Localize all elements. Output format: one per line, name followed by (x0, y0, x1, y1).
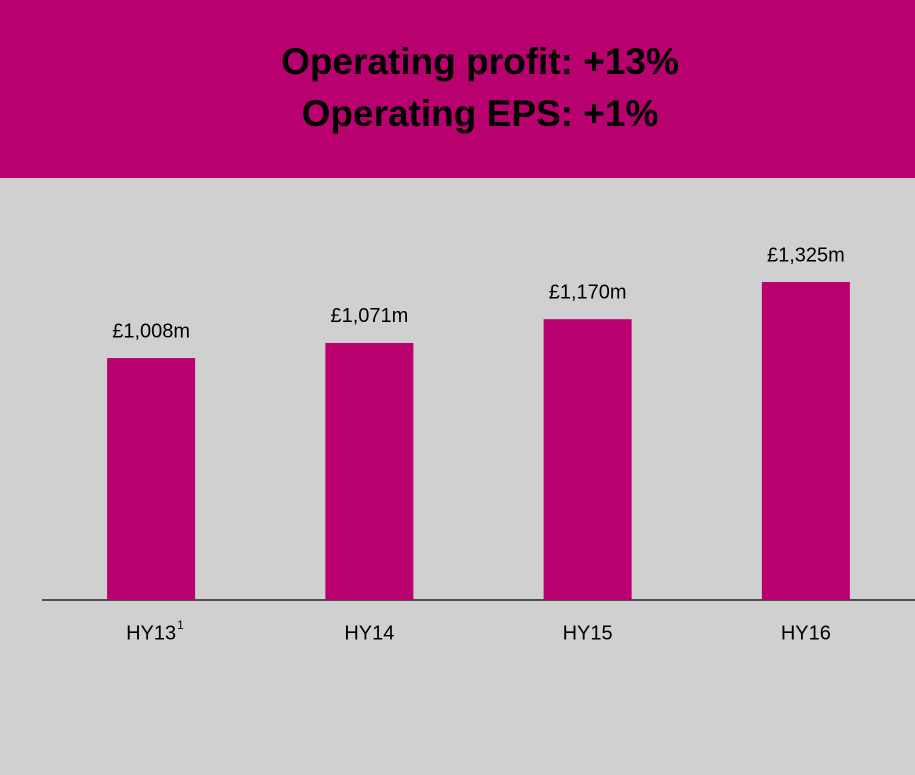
x-tick-label: HY16 (781, 622, 831, 644)
bar (543, 319, 632, 600)
value-label: £1,170m (549, 281, 627, 303)
footnote-mark: 1 (177, 618, 184, 632)
value-label: £1,325m (767, 244, 845, 266)
x-tick-label: HY15 (563, 622, 613, 644)
header-band (0, 0, 915, 178)
chart-title: Operating profit: +13% (281, 41, 679, 82)
value-label: £1,008m (112, 320, 190, 342)
bar (761, 282, 850, 600)
x-tick-label: HY13 (126, 622, 176, 644)
bar (325, 342, 414, 600)
bar (107, 358, 196, 600)
value-label: £1,071m (330, 305, 408, 327)
chart-subtitle: Operating EPS: +1% (302, 93, 659, 134)
x-tick-label: HY14 (344, 622, 394, 644)
